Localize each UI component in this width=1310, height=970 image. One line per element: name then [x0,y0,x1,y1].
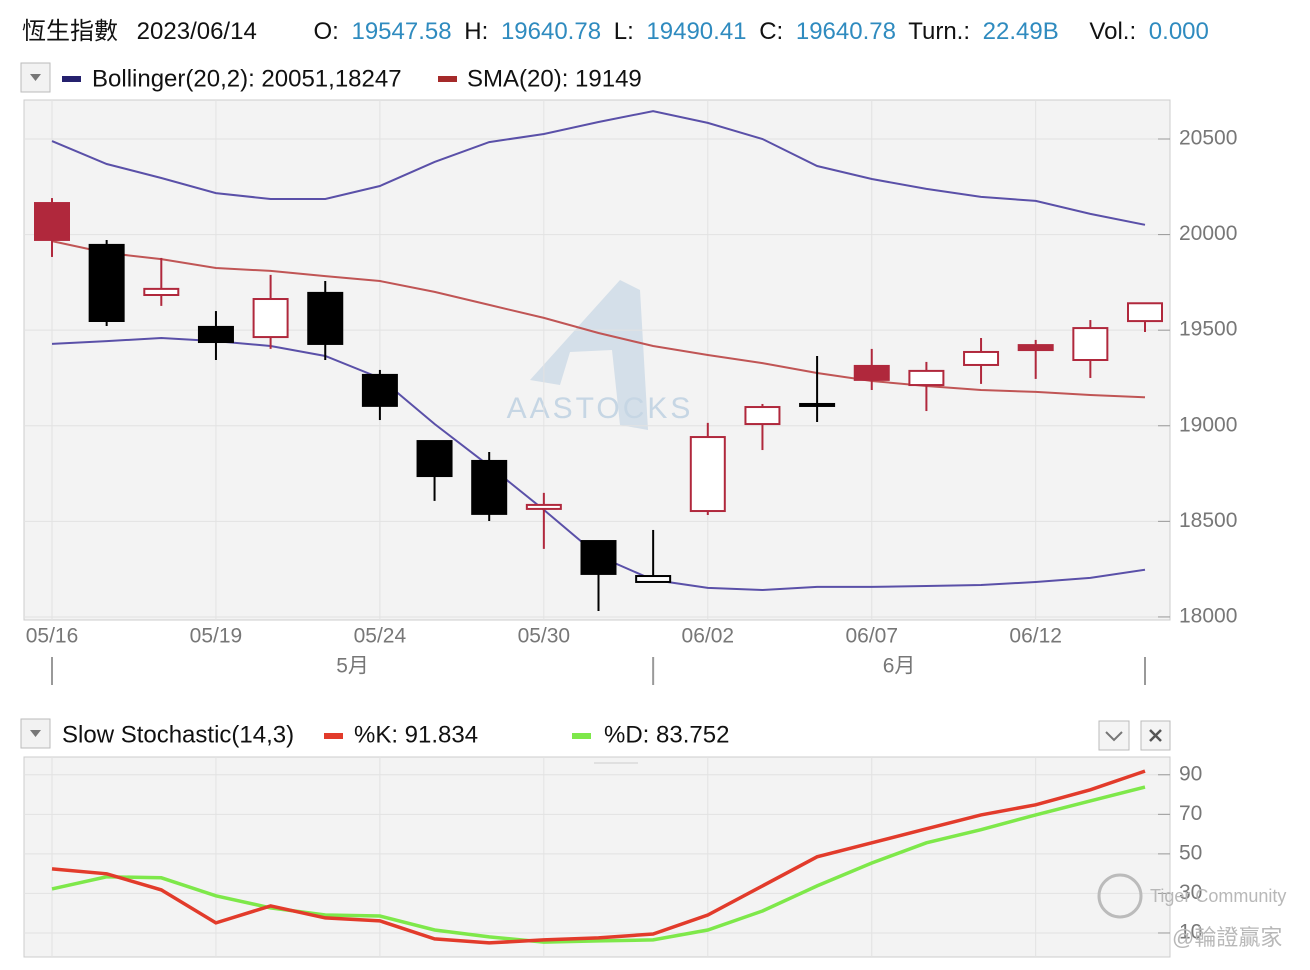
candle-body [1072,327,1109,361]
y-tick-label: 19000 [1179,413,1237,436]
close-icon [1149,729,1162,742]
candle-body [963,350,1000,366]
legend-label: SMA(20): 19149 [467,65,642,92]
watermark-logo [530,280,648,430]
field-value: 22.49B [983,18,1059,45]
field-value: 19640.78 [796,18,896,45]
legend-label: Bollinger(20,2): 20051,18247 [92,65,402,92]
field-label: L: [614,18,634,45]
field-label: C: [759,18,783,45]
chevron-icon [1105,731,1123,742]
x-tick-label: 06/07 [845,625,898,648]
x-tick-label: 05/24 [354,625,407,648]
legend-label: %K: 91.834 [354,721,478,748]
legend-marker [438,76,457,82]
watermark: AASTOCKS [507,392,694,425]
legend-marker [572,733,591,739]
dropdown-arrow [30,730,41,737]
x-tick-label: 06/12 [1009,625,1062,648]
bollinger-upper [51,110,1146,226]
field-value: 0.000 [1149,18,1209,45]
candle-body [252,298,289,339]
x-tick-label: 06/02 [682,625,735,648]
watermark: @輪證贏家 [1172,925,1282,950]
candle-body [689,436,726,513]
candle-body [635,575,672,583]
legend-label: %D: 83.752 [604,721,729,748]
index-name: 恆生指數 [22,18,118,45]
plot-area [23,756,1171,958]
y-tick-label: 18000 [1179,604,1237,627]
y-tick-label: 10 [1179,921,1202,944]
candle-body [34,202,70,241]
x-tick-label: 05/19 [190,625,243,648]
candle-body [307,291,344,345]
candle-body [1017,344,1054,352]
y-tick-label: 90 [1179,762,1202,785]
candle-body [471,459,508,515]
field-value: 19640.78 [501,18,601,45]
candle-body [744,406,781,426]
y-tick-label: 18500 [1179,509,1237,532]
y-tick-label: 50 [1179,841,1202,864]
dropdown-arrow [30,74,41,81]
y-tick-label: 70 [1179,802,1202,825]
y-tick-label: 20500 [1179,127,1237,150]
candle-body [416,440,453,478]
watermark-logo [1097,873,1143,919]
field-label: Vol.: [1089,18,1136,45]
y-tick-label: 30 [1179,881,1202,904]
x-tick-label: 05/16 [26,625,79,648]
legend-marker [62,76,81,82]
candle-body [525,503,562,510]
field-label: O: [313,18,338,45]
candle-body [1127,302,1163,323]
candle-body [361,373,398,407]
legend-marker [324,733,343,739]
candle-body [799,402,836,407]
field-value: 19490.41 [646,18,746,45]
candle-body [908,369,945,387]
candle-body [580,540,617,575]
field-label: H: [464,18,488,45]
watermark: Tiger Community [1150,886,1286,906]
collapse-button[interactable] [1098,720,1130,751]
sma-line [51,240,1146,399]
indicator-line [51,785,1146,944]
candle-body [853,364,890,381]
field-label: Turn.: [908,18,970,45]
candle-body [143,287,180,297]
header: 恆生指數 2023/06/14 O: 19547.58 H: 19640.78 … [22,18,1209,45]
indicator-title: Slow Stochastic(14,3) [62,721,294,748]
date: 2023/06/14 [137,18,257,45]
month-label: 6月 [883,655,916,678]
y-tick-label: 19500 [1179,318,1237,341]
candle-body [88,243,125,322]
field-value: 19547.58 [351,18,451,45]
y-tick-label: 20000 [1179,222,1237,245]
candle-body [197,325,234,344]
month-label: 5月 [336,655,369,678]
x-tick-label: 05/30 [518,625,571,648]
indicator-line [51,769,1146,945]
